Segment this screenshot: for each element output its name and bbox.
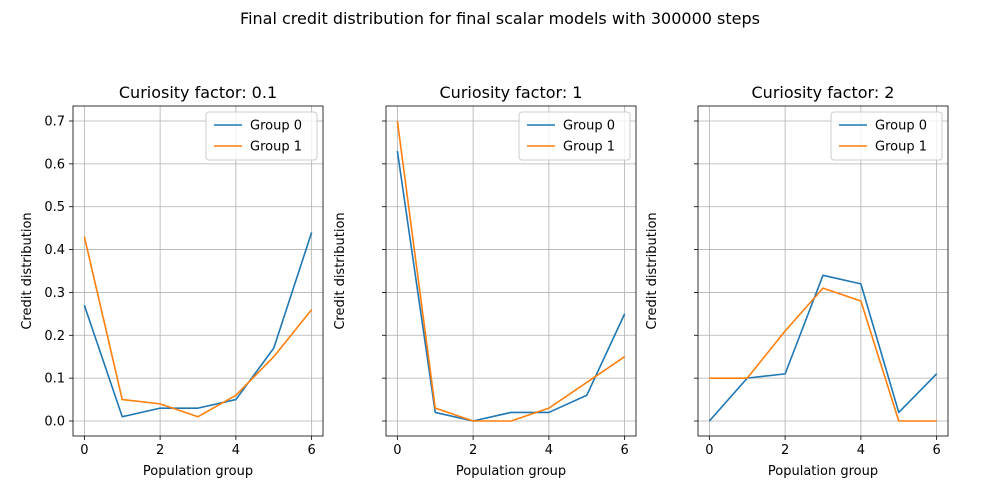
panel-0-series-0-line xyxy=(83,232,313,418)
panel-1-xtick-label-3: 6 xyxy=(620,443,628,458)
panel-0-xtick-label-3: 6 xyxy=(307,443,315,458)
panel-2-xtick-label-1: 2 xyxy=(781,443,789,458)
panel-1-ylabel: Credit distribution xyxy=(333,212,348,329)
panel-0-ytick-label-3: 0.3 xyxy=(44,286,65,301)
panel-0-xtick-label-1: 2 xyxy=(156,443,164,458)
panel-1-legend-label-0: Group 0 xyxy=(563,119,615,134)
panel-2-series-1-line xyxy=(709,287,937,422)
panel-2-legend-label-0: Group 0 xyxy=(875,119,927,134)
panel-0-ytick-label-4: 0.4 xyxy=(44,243,65,258)
panel-0-legend-label-0: Group 0 xyxy=(250,119,302,134)
panel-1-legend-box xyxy=(518,111,631,161)
panel-0-xtick-label-0: 0 xyxy=(80,443,88,458)
panel-2-legend-box xyxy=(830,111,943,161)
panel-1-series-1-line xyxy=(396,120,626,422)
panel-0-axes-frame xyxy=(72,105,324,437)
panel-1: 0 2 4 6 Curiosity factor: 1 Population group C… xyxy=(333,83,637,479)
panel-0-legend-box xyxy=(205,111,318,161)
panel-1-legend-label-1: Group 1 xyxy=(563,140,615,155)
panel-0-ytick-label-7: 0.7 xyxy=(44,115,65,130)
panel-1-series-0-line xyxy=(396,150,626,422)
figure-suptitle: Final credit distribution for final scal… xyxy=(240,9,760,28)
panel-0-ytick-label-1: 0.1 xyxy=(44,372,65,387)
panel-1-axes-frame xyxy=(385,105,637,437)
panel-1-xtick-label-2: 4 xyxy=(545,443,553,458)
panel-0-legend: Group 0 Group 1 xyxy=(205,111,318,161)
panel-0-ytick-label-2: 0.2 xyxy=(44,329,65,344)
panel-2-title: Curiosity factor: 2 xyxy=(752,83,895,102)
panel-0-xtick-label-2: 4 xyxy=(232,443,240,458)
panel-0-ytick-label-5: 0.5 xyxy=(44,200,65,215)
panel-2-axes-frame xyxy=(697,105,949,437)
panel-1-xtick-label-0: 0 xyxy=(393,443,401,458)
panel-1-xlabel: Population group xyxy=(456,464,566,479)
panel-0-title: Curiosity factor: 0.1 xyxy=(119,83,277,102)
panels: 0 2 4 6 0.0 0.1 0.2 0.3 0.4 0.5 0.6 0.7 Curiosity fa… xyxy=(20,83,949,479)
panel-0-series-1-line xyxy=(83,236,313,418)
panel-2-legend-label-1: Group 1 xyxy=(875,140,927,155)
panel-1-legend: Group 0 Group 1 xyxy=(518,111,631,161)
panel-0-legend-label-1: Group 1 xyxy=(250,140,302,155)
panel-1-title: Curiosity factor: 1 xyxy=(440,83,583,102)
panel-0-ytick-label-0: 0.0 xyxy=(44,415,65,430)
panel-2-xtick-label-3: 6 xyxy=(932,443,940,458)
panel-2-legend: Group 0 Group 1 xyxy=(830,111,943,161)
panel-0-ytick-label-6: 0.6 xyxy=(44,157,65,172)
panel-0: 0 2 4 6 0.0 0.1 0.2 0.3 0.4 0.5 0.6 0.7 Curiosity fa… xyxy=(20,83,324,479)
panel-2: 0 2 4 6 Curiosity factor: 2 Population group C… xyxy=(645,83,949,479)
panel-2-ylabel: Credit distribution xyxy=(645,212,660,329)
panel-2-xtick-label-2: 4 xyxy=(857,443,865,458)
panel-2-xlabel: Population group xyxy=(768,464,878,479)
panel-2-xtick-label-0: 0 xyxy=(705,443,713,458)
panel-0-xlabel: Population group xyxy=(143,464,253,479)
panel-0-ylabel: Credit distribution xyxy=(20,212,35,329)
panel-1-xtick-label-1: 2 xyxy=(469,443,477,458)
